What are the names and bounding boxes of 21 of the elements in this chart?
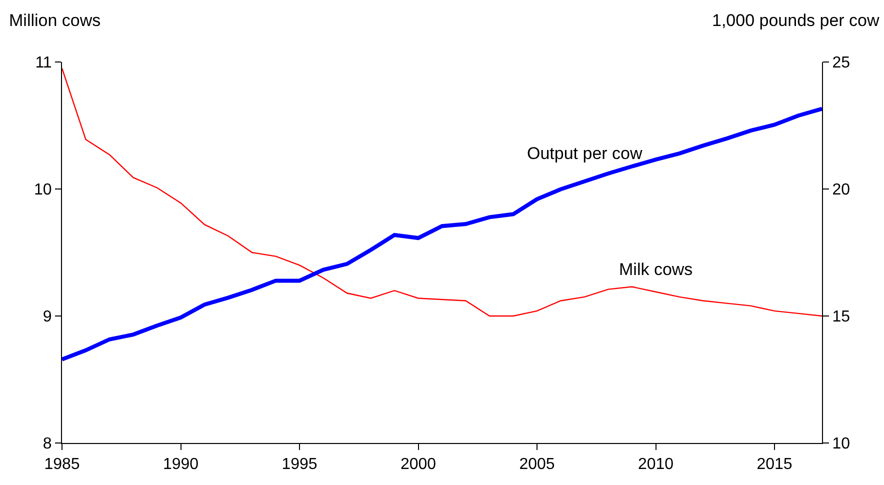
series-label: Milk cows — [619, 260, 693, 279]
y2-axis-title: 1,000 pounds per cow — [712, 11, 880, 30]
y-axis-title: Million cows — [9, 11, 101, 30]
x-tick-label: 2015 — [756, 456, 792, 474]
x-tick-label: 1995 — [282, 456, 318, 474]
x-tick-label: 1985 — [44, 456, 80, 474]
line-series — [62, 106, 822, 362]
y2-tick-label: 20 — [832, 182, 850, 199]
y2-tick-label: 25 — [832, 54, 850, 72]
y-tick-label: 10 — [34, 182, 52, 199]
y2-tick-label: 10 — [832, 436, 850, 453]
y2-tick-label: 15 — [832, 308, 850, 326]
line-series — [62, 68, 822, 317]
y-tick-label: 8 — [42, 436, 52, 453]
y-tick-label: 9 — [42, 308, 52, 326]
x-tick-label: 1990 — [162, 456, 199, 474]
x-tick-label: 2005 — [519, 456, 555, 474]
series-label: Output per cow — [527, 144, 644, 163]
y-tick-label: 11 — [35, 54, 52, 72]
x-tick-label: 2000 — [400, 456, 436, 474]
x-tick-label: 2010 — [638, 456, 674, 474]
